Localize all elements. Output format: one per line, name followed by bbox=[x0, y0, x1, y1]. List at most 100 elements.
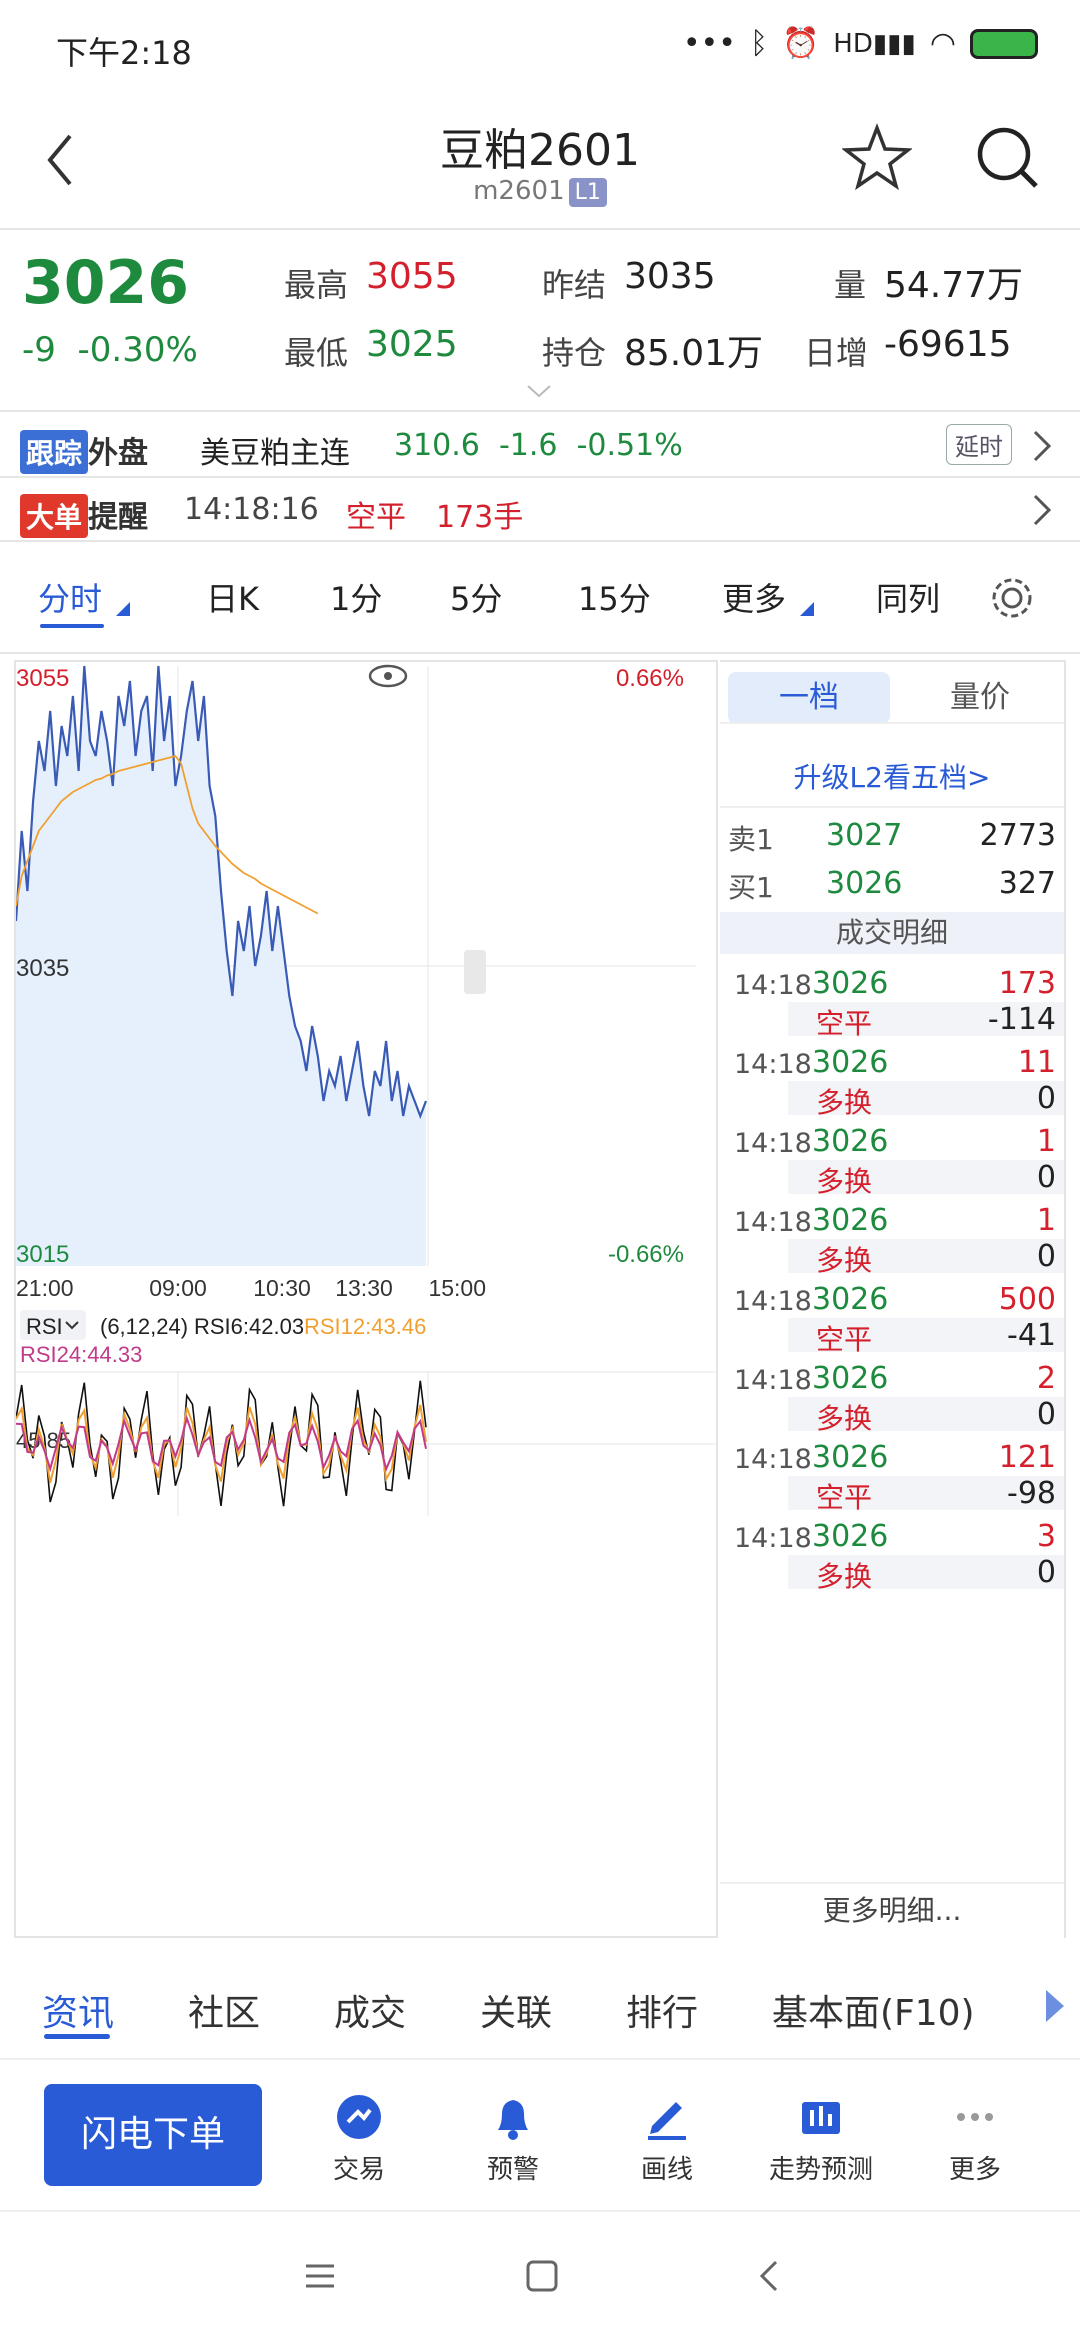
tab-more[interactable]: 更多 bbox=[722, 580, 787, 618]
tab-volume-price[interactable]: 量价 bbox=[950, 680, 1010, 715]
trade-price: 3026 bbox=[812, 1282, 889, 1317]
expand-chevron-icon[interactable] bbox=[524, 382, 554, 402]
bid-label: 买1 bbox=[728, 871, 774, 904]
rsi24-line bbox=[16, 1414, 427, 1473]
alert-button[interactable]: 预警 bbox=[448, 2092, 578, 2186]
flash-order-button[interactable]: 闪电下单 bbox=[44, 2084, 262, 2186]
trade-oi-change: 0 bbox=[1036, 1397, 1056, 1432]
open-int-label: 持仓 bbox=[542, 334, 607, 372]
trade-item: 14:18 3026 1 多换 0 bbox=[720, 1193, 1064, 1277]
tab-trades[interactable]: 成交 bbox=[334, 1993, 407, 2034]
trade-time: 14:18 bbox=[734, 1128, 812, 1159]
trade-volume: 1 bbox=[1036, 1124, 1056, 1159]
trade-oi-change: 0 bbox=[1036, 1081, 1056, 1116]
info-tabs: 资讯 社区 成交 关联 排行 基本面(F10) bbox=[0, 1950, 1080, 2060]
eye-icon-pupil bbox=[384, 672, 392, 680]
back-icon[interactable] bbox=[40, 130, 80, 190]
more-button[interactable]: 更多 bbox=[910, 2092, 1040, 2186]
alert-label: 预警 bbox=[486, 2155, 539, 2185]
chevron-down-icon bbox=[65, 1321, 79, 1330]
rsi6-line bbox=[16, 1380, 427, 1507]
bid-volume: 327 bbox=[998, 866, 1056, 901]
trade-oi-change: 0 bbox=[1036, 1555, 1056, 1590]
y-label-mid: 3035 bbox=[16, 955, 69, 982]
more-label: 更多 bbox=[948, 2155, 1001, 2185]
search-icon[interactable] bbox=[972, 122, 1044, 194]
tab-level1[interactable]: 一档 bbox=[728, 672, 890, 724]
trade-button[interactable]: 交易 bbox=[294, 2092, 424, 2186]
tab-related[interactable]: 关联 bbox=[480, 1993, 553, 2034]
rsi-params: (6,12,24) bbox=[100, 1314, 188, 1339]
trade-time: 14:18 bbox=[734, 1049, 812, 1080]
daily-inc-value: -69615 bbox=[884, 324, 1012, 365]
eye-icon bbox=[368, 664, 408, 688]
rsi-select: RSI bbox=[26, 1314, 63, 1339]
home-icon[interactable] bbox=[522, 2256, 562, 2296]
price-area bbox=[16, 666, 426, 1266]
trade-detail-title: 成交明细 bbox=[720, 912, 1064, 954]
more-details-link[interactable]: 更多明细... bbox=[720, 1882, 1064, 1940]
action-bar: 闪电下单 交易 预警 画线 走势预测 更多 bbox=[0, 2062, 1080, 2212]
scroll-right-icon[interactable] bbox=[1046, 1990, 1064, 2022]
trade-oi-change: -114 bbox=[987, 1002, 1056, 1037]
quote-panel: 3026 -9 -0.30% 最高 3055 最低 3025 昨结 3035 持… bbox=[0, 232, 1080, 412]
tab-community[interactable]: 社区 bbox=[188, 1993, 261, 2034]
bell-icon bbox=[498, 2100, 528, 2140]
draw-line-button[interactable]: 画线 bbox=[602, 2092, 732, 2186]
trade-volume: 173 bbox=[998, 966, 1056, 1001]
trade-price: 3026 bbox=[812, 1045, 889, 1080]
tab-daily-k[interactable]: 日K bbox=[206, 580, 259, 618]
avg-price-line bbox=[16, 754, 319, 915]
pct-label-bottom: -0.66% bbox=[608, 1241, 684, 1268]
trade-volume: 11 bbox=[1017, 1045, 1056, 1080]
wifi-icon: ◠ bbox=[929, 26, 956, 61]
low-label: 最低 bbox=[284, 334, 349, 372]
trend-forecast-button[interactable]: 走势预测 bbox=[756, 2092, 886, 2186]
dropdown-triangle-icon bbox=[116, 602, 130, 616]
status-bar: 下午2:18 ••• ᛒ ⏰ HD▮▮▮ ◠ bbox=[0, 0, 1080, 96]
chevron-right-icon[interactable] bbox=[1030, 428, 1054, 464]
trade-price: 3026 bbox=[812, 1440, 889, 1475]
more-dots-icon bbox=[957, 2113, 993, 2121]
bid-price: 3026 bbox=[826, 866, 903, 901]
chevron-right-icon[interactable] bbox=[1030, 492, 1054, 528]
tab-ranking[interactable]: 排行 bbox=[626, 1993, 699, 2034]
trade-time: 14:18 bbox=[734, 1286, 812, 1317]
status-time: 下午2:18 bbox=[56, 34, 192, 72]
upgrade-link[interactable]: 升级L2看五档> bbox=[793, 761, 991, 794]
level-badge: L1 bbox=[568, 178, 607, 207]
gear-icon[interactable] bbox=[988, 574, 1036, 622]
trade-price: 3026 bbox=[812, 1519, 889, 1554]
trade-price: 3026 bbox=[812, 1124, 889, 1159]
big-order-type: 空平 bbox=[346, 500, 406, 535]
trade-price: 3026 bbox=[812, 1203, 889, 1238]
tab-news[interactable]: 资讯 bbox=[42, 1993, 115, 2034]
trade-type: 多换 bbox=[816, 1560, 873, 1593]
x-tick-label: 15:00 bbox=[428, 1275, 486, 1301]
star-icon[interactable] bbox=[842, 122, 912, 192]
menu-icon[interactable] bbox=[300, 2256, 340, 2296]
tab-same-column[interactable]: 同列 bbox=[876, 580, 941, 618]
trade-item: 14:18 3026 173 空平 -114 bbox=[720, 956, 1064, 1040]
big-order-qty: 173手 bbox=[436, 500, 524, 535]
trade-time: 14:18 bbox=[734, 1365, 812, 1396]
big-order-row[interactable]: 大单 提醒 14:18:16 空平 173手 bbox=[0, 478, 1080, 542]
x-tick-label: 09:00 bbox=[149, 1275, 207, 1301]
tab-15min[interactable]: 15分 bbox=[578, 580, 651, 618]
rsi-select-bg bbox=[20, 1310, 86, 1340]
tab-5min[interactable]: 5分 bbox=[450, 580, 503, 618]
trade-type: 多换 bbox=[816, 1165, 873, 1198]
price-change: -9 -0.30% bbox=[22, 330, 198, 370]
system-nav-bar bbox=[0, 2212, 1080, 2340]
dropdown-triangle-icon bbox=[800, 602, 814, 616]
low-value: 3025 bbox=[366, 324, 458, 365]
tab-intraday[interactable]: 分时 bbox=[38, 580, 103, 618]
trade-time: 14:18 bbox=[734, 1207, 812, 1238]
nav-back-icon[interactable] bbox=[750, 2256, 790, 2296]
foreign-market-row[interactable]: 跟踪 外盘 美豆粕主连 310.6 -1.6 -0.51% 延时 bbox=[0, 414, 1080, 478]
trade-item: 14:18 3026 121 空平 -98 bbox=[720, 1430, 1064, 1514]
tab-fundamentals[interactable]: 基本面(F10) bbox=[772, 1993, 975, 2034]
intraday-chart[interactable]: 3055 3035 3015 0.66% -0.66% 21:00 09:00 10:30 13… bbox=[14, 660, 718, 1938]
page-title: 豆粕2601 bbox=[440, 125, 640, 176]
tab-1min[interactable]: 1分 bbox=[330, 580, 383, 618]
